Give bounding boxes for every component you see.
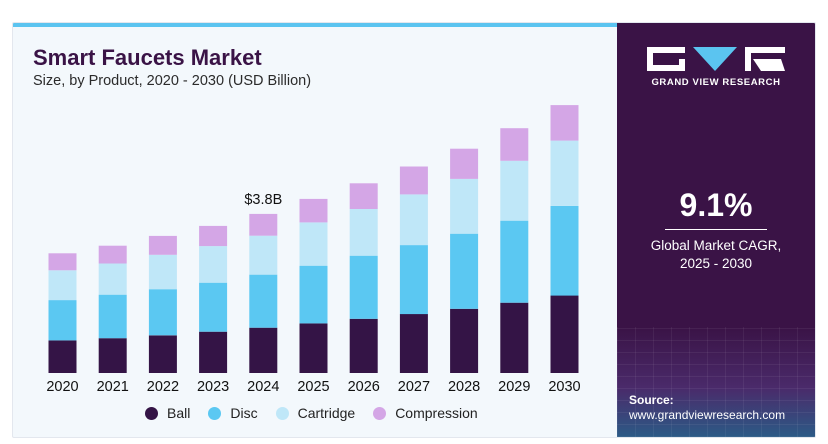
legend-label-disc: Disc [230,405,258,421]
bar-segment-ball-2020 [48,340,77,373]
source-label: Source: [629,393,674,407]
bar-segment-ball-2027 [399,314,428,373]
bar-segment-compression-2030 [550,105,579,141]
bar-segment-compression-2029 [500,128,529,161]
bar-segment-cartridge-2021 [98,263,127,295]
bar-segment-cartridge-2028 [450,178,479,234]
x-tick-label-2026: 2026 [348,379,380,395]
accent-line [13,23,617,27]
bar-segment-ball-2023 [199,331,228,373]
bar-segment-ball-2021 [98,338,127,373]
bar-segment-compression-2026 [349,183,378,209]
data-label-2024: $3.8B [244,192,282,208]
bar-segment-ball-2028 [450,308,479,373]
cagr-label: Global Market CAGR, 2025 - 2030 [617,237,815,273]
source-link[interactable]: www.grandviewresearch.com [629,408,786,422]
legend-swatch-disc [208,406,222,420]
x-tick-label-2024: 2024 [247,379,279,395]
bar-segment-cartridge-2025 [299,222,328,266]
bar-segment-compression-2027 [399,166,428,195]
legend-label-ball: Ball [167,405,191,421]
bar-segment-ball-2024 [249,327,278,373]
bar-segment-disc-2026 [349,255,378,319]
chart-subtitle: Size, by Product, 2020 - 2030 (USD Billi… [33,73,312,89]
cagr-value: 9.1% [679,187,753,223]
bar-segment-ball-2029 [500,302,529,373]
legend-label-compression: Compression [395,405,478,421]
bar-segment-disc-2025 [299,265,328,324]
x-tick-label-2028: 2028 [448,379,480,395]
bar-segment-cartridge-2022 [148,254,177,290]
chart-legend: Ball Disc Cartridge Compression [145,405,496,421]
bar-segment-cartridge-2027 [399,194,428,246]
x-tick-label-2029: 2029 [498,379,530,395]
chart-title: Smart Faucets Market [33,45,262,70]
bar-segment-disc-2023 [199,282,228,332]
bar-segment-ball-2025 [299,323,328,373]
bar-segment-disc-2021 [98,294,127,339]
x-tick-label-2023: 2023 [197,379,229,395]
chart-area: Smart Faucets Market Size, by Product, 2… [13,23,617,437]
bar-segment-ball-2030 [550,295,579,373]
bar-segment-ball-2026 [349,318,378,373]
sidebar-grid-decoration [617,327,815,437]
bar-segment-compression-2025 [299,198,328,223]
stacked-bar-chart: 2020 2021 2022 2023 2024 $3.8B 2025 2026 2027 202… [46,105,581,395]
legend-swatch-compression [373,406,387,420]
bar-segment-compression-2028 [450,148,479,179]
bar-segment-disc-2024 [249,274,278,328]
bar-segment-cartridge-2024 [249,235,278,275]
bar-segment-cartridge-2023 [199,246,228,283]
legend-swatch-ball [145,406,158,420]
bar-segment-cartridge-2026 [349,208,378,256]
x-tick-label-2021: 2021 [97,379,129,395]
legend-item-cartridge: Cartridge [275,405,356,421]
bar-segment-disc-2028 [450,233,479,309]
bar-segment-disc-2029 [500,220,529,303]
chart-card: Smart Faucets Market Size, by Product, 2… [12,22,816,438]
legend-label-cartridge: Cartridge [297,405,356,421]
cagr-divider [665,229,767,230]
legend-item-ball: Ball [145,405,190,421]
legend-item-compression: Compression [373,405,478,421]
x-tick-label-2025: 2025 [297,379,329,395]
legend-swatch-cartridge [275,406,289,420]
bar-segment-cartridge-2030 [550,140,579,206]
bar-segment-compression-2020 [48,253,77,271]
bar-segment-compression-2024 [249,213,278,236]
bar-segment-compression-2023 [199,225,228,247]
cagr-label-line-2: 2025 - 2030 [679,256,753,271]
bar-segment-disc-2030 [550,205,579,296]
x-tick-label-2030: 2030 [548,379,580,395]
source-block: Source: www.grandviewresearch.com [629,393,785,423]
bar-segment-compression-2021 [98,245,127,264]
x-tick-label-2022: 2022 [147,379,179,395]
bar-segment-cartridge-2020 [48,270,77,301]
x-tick-label-2027: 2027 [398,379,430,395]
brand-name: GRAND VIEW RESEARCH [651,77,781,88]
bar-segment-cartridge-2029 [500,160,529,221]
bar-segment-ball-2022 [148,335,177,373]
sidebar-panel: GRAND VIEW RESEARCH 9.1% Global Market C… [617,23,815,437]
bar-segment-disc-2020 [48,300,77,341]
bar-segment-disc-2027 [399,245,428,315]
bar-segment-disc-2022 [148,289,177,336]
x-tick-label-2020: 2020 [46,379,78,395]
grand-view-research-logo [647,47,785,71]
cagr-label-line-1: Global Market CAGR, [650,238,782,253]
legend-item-disc: Disc [208,405,258,421]
bar-segment-compression-2022 [148,235,177,255]
